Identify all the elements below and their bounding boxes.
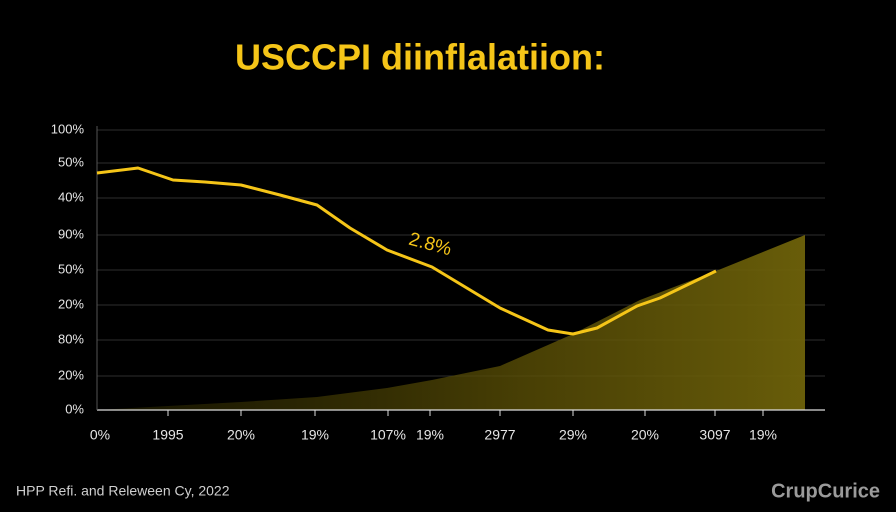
y-tick-label: 20%: [58, 296, 84, 311]
chart-title: USCCPI diinflalatiion:: [235, 37, 605, 78]
line-shape: [96, 166, 717, 336]
x-tick-label: 20%: [227, 427, 255, 443]
y-tick-label: 90%: [58, 226, 84, 241]
area-shape: [97, 235, 805, 410]
axis-labels: 100% 50% 40% 90% 50% 20% 80% 20% 0% 0% 1995 20% 19% 1…: [51, 121, 777, 442]
x-tick-label: 19%: [749, 427, 777, 443]
y-tick-label: 50%: [58, 154, 84, 169]
x-tick-label: 19%: [301, 427, 329, 443]
y-tick-label: 100%: [51, 121, 85, 136]
x-tick-label: 0%: [90, 427, 110, 443]
x-tick-label: 107%: [370, 427, 406, 443]
x-tick-label: 1995: [152, 427, 183, 443]
x-tick-label: 19%: [416, 427, 444, 443]
x-tick-label: 3097: [699, 427, 730, 443]
y-tick-label: 0%: [65, 401, 84, 416]
y-tick-label: 50%: [58, 261, 84, 276]
source-note: HPP Refi. and Releween Cy, 2022: [16, 483, 230, 499]
y-tick-label: 20%: [58, 367, 84, 382]
brand: CrupCurice: [771, 480, 880, 502]
x-tick-label: 20%: [631, 427, 659, 443]
x-tick-label: 2977: [484, 427, 515, 443]
y-tick-label: 40%: [58, 189, 84, 204]
x-tick-label: 29%: [559, 427, 587, 443]
y-tick-label: 80%: [58, 331, 84, 346]
